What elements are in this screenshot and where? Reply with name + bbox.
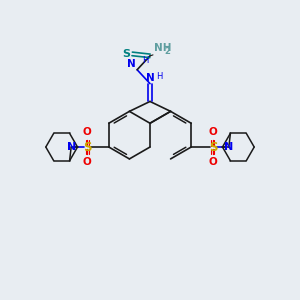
Text: N: N	[224, 142, 233, 152]
Text: N: N	[67, 142, 76, 152]
Text: O: O	[208, 157, 217, 167]
Text: O: O	[82, 157, 91, 167]
Text: 2: 2	[165, 47, 171, 56]
Text: O: O	[82, 127, 91, 137]
Text: H: H	[142, 56, 148, 65]
Text: S: S	[122, 49, 130, 59]
Text: NH: NH	[154, 43, 172, 53]
Text: N: N	[146, 73, 154, 82]
Text: H: H	[156, 72, 162, 81]
Text: S: S	[209, 140, 217, 154]
Text: S: S	[83, 140, 91, 154]
Text: O: O	[208, 127, 217, 137]
Text: N: N	[128, 59, 136, 69]
